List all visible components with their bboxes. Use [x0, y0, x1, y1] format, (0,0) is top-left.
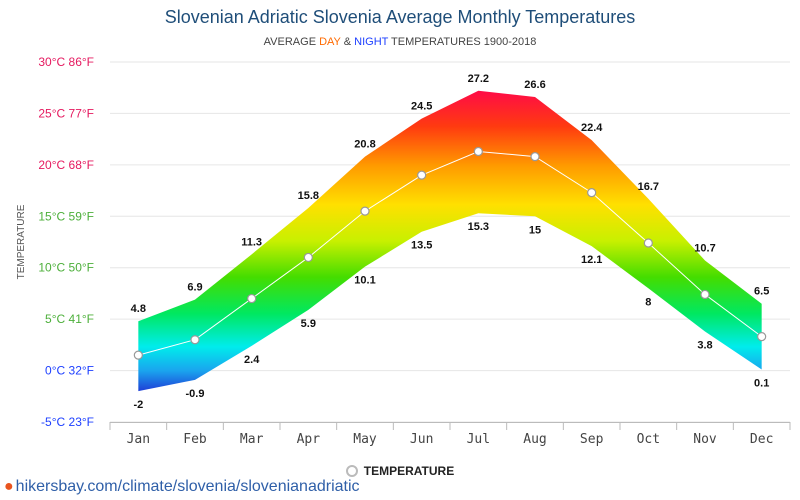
x-tick-label: Apr [297, 432, 321, 447]
x-tick-label: Nov [693, 432, 717, 447]
subtitle-day: DAY [319, 36, 341, 48]
legend-marker-icon [345, 465, 358, 477]
subtitle-suffix: TEMPERATURES 1900-2018 [388, 36, 537, 48]
day-value-label: 10.7 [694, 243, 715, 255]
day-value-label: 6.9 [187, 282, 202, 294]
day-value-label: 26.6 [524, 79, 545, 91]
night-value-label: 8 [645, 296, 651, 308]
night-value-label: 15.3 [468, 221, 489, 233]
y-tick-label: 30°C 86°F [38, 55, 94, 69]
night-value-label: -0.9 [186, 388, 205, 400]
temperature-point[interactable] [190, 335, 200, 345]
temperature-band [138, 90, 762, 392]
average-line [138, 150, 762, 356]
day-value-label: 16.7 [638, 181, 659, 193]
night-value-label: 15 [529, 224, 541, 236]
footer-link[interactable]: ● hikersbay.com/climate/slovenia/slovenia… [4, 478, 360, 496]
day-value-label: 24.5 [411, 101, 432, 113]
y-tick-label: 10°C 50°F [38, 261, 94, 275]
temperature-point[interactable] [530, 152, 540, 162]
night-value-label: -2 [133, 399, 143, 411]
chart-subtitle: AVERAGE DAY & NIGHT TEMPERATURES 1900-20… [0, 36, 800, 48]
x-tick-label: Sep [580, 432, 604, 447]
temperature-point[interactable] [587, 188, 597, 198]
night-value-label: 5.9 [301, 318, 316, 330]
day-value-label: 6.5 [754, 286, 769, 298]
temperature-point[interactable] [473, 146, 483, 157]
night-value-label: 10.1 [354, 275, 375, 287]
legend-label: TEMPERATURE [363, 464, 455, 478]
temperature-point[interactable] [417, 170, 427, 180]
footer-url: hikersbay.com/climate/slovenia/slovenian… [15, 478, 360, 495]
x-tick-label: Dec [750, 432, 773, 447]
subtitle-amp: & [340, 36, 355, 48]
day-value-label: 20.8 [354, 139, 375, 151]
day-value-label: 22.4 [581, 122, 603, 134]
day-value-label: 11.3 [241, 236, 262, 248]
legend: TEMPERATURE [0, 464, 800, 478]
y-tick-label: -5°C 23°F [41, 415, 94, 429]
location-pin-icon: ● [4, 478, 14, 495]
night-value-label: 13.5 [411, 240, 432, 252]
x-tick-label: Jul [467, 432, 490, 447]
temperature-point[interactable] [643, 238, 653, 248]
x-tick-label: Aug [523, 432, 546, 447]
night-value-label: 2.4 [244, 354, 260, 366]
x-tick-label: Mar [240, 432, 264, 447]
day-value-label: 27.2 [468, 73, 489, 85]
night-value-label: 12.1 [581, 254, 602, 266]
chart-title: Slovenian Adriatic Slovenia Average Mont… [164, 7, 636, 27]
temperature-point[interactable] [700, 289, 710, 300]
subtitle-night: NIGHT [354, 36, 389, 48]
y-axis-title: TEMPERATURE [16, 204, 27, 279]
night-value-label: 0.1 [754, 378, 769, 390]
x-tick-label: Feb [183, 432, 207, 447]
x-tick-label: Jan [127, 432, 150, 447]
day-value-label: 4.8 [131, 303, 146, 315]
y-tick-label: 5°C 41°F [45, 312, 94, 326]
y-tick-label: 25°C 77°F [38, 106, 94, 120]
subtitle-prefix: AVERAGE [263, 36, 320, 48]
x-tick-label: Oct [637, 432, 660, 447]
x-tick-label: Jun [410, 432, 433, 447]
day-value-label: 15.8 [298, 190, 319, 202]
temperature-point[interactable] [757, 332, 767, 342]
temperature-point[interactable] [247, 293, 257, 304]
x-tick-label: May [353, 432, 377, 447]
temperature-point[interactable] [133, 350, 143, 360]
temperature-point[interactable] [360, 206, 370, 216]
night-value-label: 3.8 [697, 339, 712, 351]
y-tick-label: 15°C 59°F [38, 209, 94, 223]
temperature-point[interactable] [303, 252, 313, 263]
y-tick-label: 20°C 68°F [38, 158, 94, 172]
y-tick-label: 0°C 32°F [45, 364, 94, 378]
